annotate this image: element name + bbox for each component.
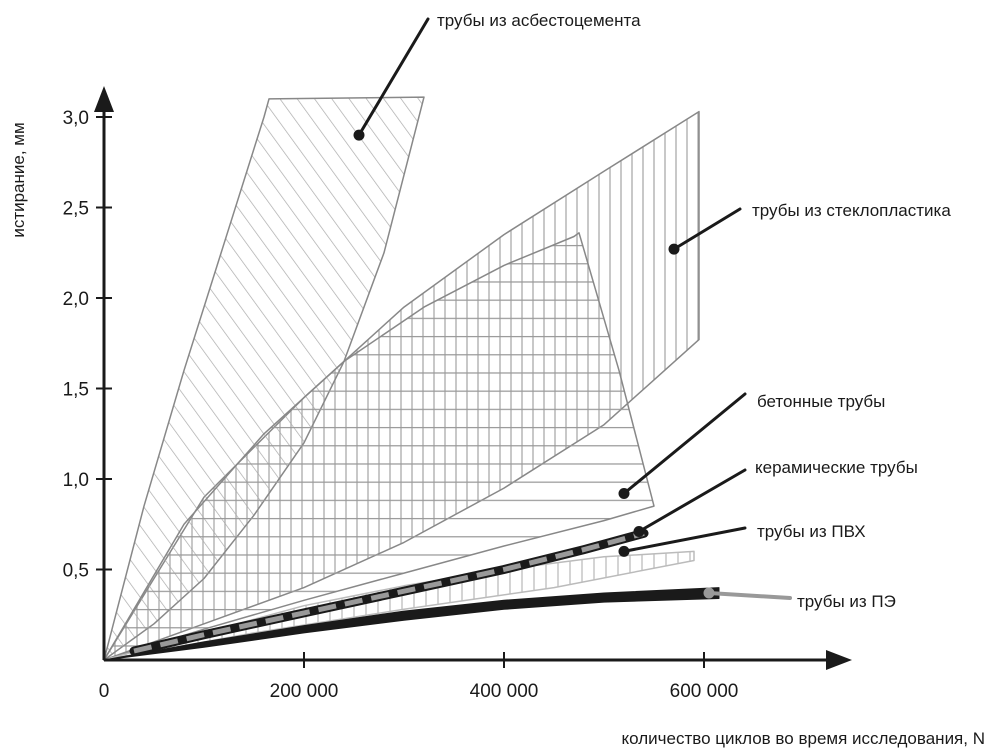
x-axis-arrow — [826, 650, 852, 670]
x-tick-label-0: 0 — [99, 681, 110, 702]
y-axis-arrow — [94, 86, 114, 112]
x-tick-label-2: 400 000 — [470, 681, 539, 702]
y-tick-label-4: 2,5 — [63, 199, 89, 220]
callout-line-6 — [707, 591, 792, 600]
callout-label-2: трубы из стеклопластика — [752, 201, 951, 220]
y-tick-label-2: 1,5 — [63, 380, 89, 401]
y-tick-label-1: 1,0 — [63, 470, 89, 491]
axes — [94, 86, 852, 670]
y-axis-title: истирание, мм — [9, 122, 28, 237]
ticks: 0 200 000 400 000 600 000 0,5 1,0 1,5 2,0 2,5 3,0 — [63, 108, 739, 702]
callout-line-4 — [637, 468, 747, 533]
callout-dot-6 — [703, 587, 715, 599]
region-3 — [103, 232, 655, 661]
callouts: трубы из асбестоцемента трубы из стеклопл… — [353, 11, 951, 611]
y-tick-label-0: 0,5 — [63, 561, 89, 582]
regions — [103, 96, 720, 661]
callout-label-4: керамические трубы — [755, 458, 918, 477]
callout-line-3 — [622, 392, 747, 495]
callout-dot-3 — [618, 487, 630, 499]
y-tick-label-3: 2,0 — [63, 289, 89, 310]
callout-label-1: трубы из асбестоцемента — [437, 11, 641, 30]
y-tick-label-5: 3,0 — [63, 108, 89, 129]
callout-label-6: трубы из ПЭ — [797, 592, 896, 611]
x-axis-title: количество циклов во время исследования,… — [622, 729, 985, 748]
callout-label-3: бетонные трубы — [757, 392, 885, 411]
callout-dot-2 — [668, 243, 680, 255]
region-5 — [103, 550, 695, 661]
callout-dot-4 — [633, 525, 645, 537]
callout-label-5: трубы из ПВХ — [757, 522, 866, 541]
callout-line-1 — [357, 17, 430, 137]
callout-line-2 — [672, 207, 742, 251]
x-tick-label-3: 600 000 — [670, 681, 739, 702]
callout-dot-1 — [353, 129, 365, 141]
callout-line-5 — [622, 526, 747, 553]
x-tick-label-1: 200 000 — [270, 681, 339, 702]
callout-dot-5 — [618, 545, 630, 557]
region-4-dashes — [133, 530, 645, 654]
